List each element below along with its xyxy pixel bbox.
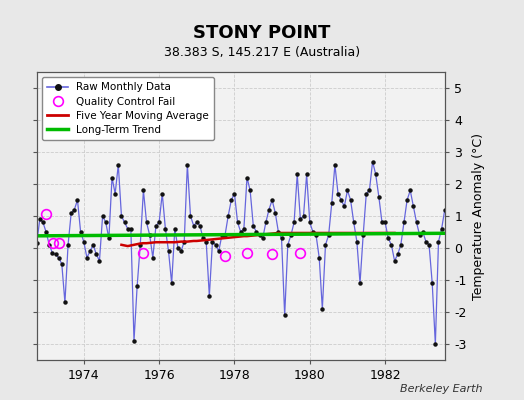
Text: STONY POINT: STONY POINT — [193, 24, 331, 42]
Legend: Raw Monthly Data, Quality Control Fail, Five Year Moving Average, Long-Term Tren: Raw Monthly Data, Quality Control Fail, … — [42, 77, 214, 140]
Y-axis label: Temperature Anomaly (°C): Temperature Anomaly (°C) — [472, 132, 485, 300]
Text: 38.383 S, 145.217 E (Australia): 38.383 S, 145.217 E (Australia) — [164, 46, 360, 59]
Text: Berkeley Earth: Berkeley Earth — [400, 384, 482, 394]
